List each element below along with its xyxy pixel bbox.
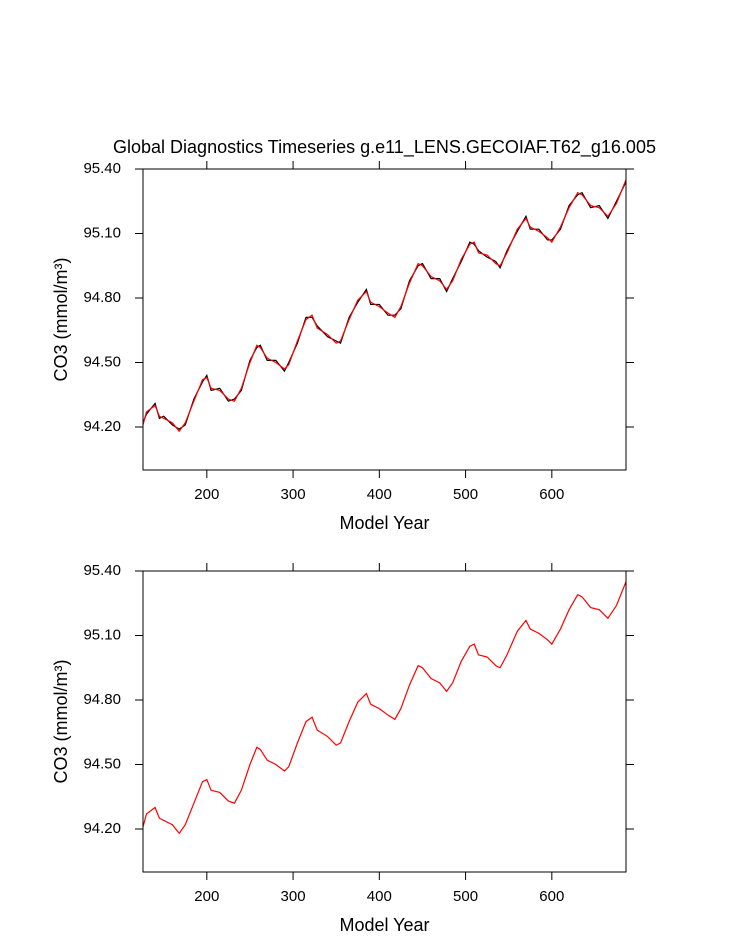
x-tick-label: 500 bbox=[453, 486, 478, 503]
y-tick-label: 95.10 bbox=[83, 626, 121, 643]
y-tick-label: 94.20 bbox=[83, 820, 121, 837]
x-tick-label: 500 bbox=[453, 888, 478, 905]
y-tick-label: 94.20 bbox=[83, 418, 121, 435]
y-tick-label: 95.40 bbox=[83, 562, 121, 579]
y-tick-label: 94.50 bbox=[83, 755, 121, 772]
x-axis-label: Model Year bbox=[339, 513, 429, 533]
y-axis-label: CO3 (mmol/m³) bbox=[51, 660, 71, 784]
y-tick-label: 95.10 bbox=[83, 224, 121, 241]
data-line bbox=[142, 181, 627, 430]
x-tick-label: 300 bbox=[281, 486, 306, 503]
chart-title: Global Diagnostics Timeseries g.e11_LENS… bbox=[113, 137, 656, 158]
x-tick-label: 600 bbox=[539, 888, 564, 905]
y-tick-label: 94.80 bbox=[83, 691, 121, 708]
plot-frame bbox=[142, 168, 627, 471]
data-line bbox=[142, 581, 627, 835]
x-tick-label: 200 bbox=[194, 486, 219, 503]
y-tick-label: 94.80 bbox=[83, 289, 121, 306]
y-tick-label: 95.40 bbox=[83, 160, 121, 177]
y-axis-label: CO3 (mmol/m³) bbox=[51, 258, 71, 382]
data-line bbox=[142, 179, 627, 433]
x-tick-label: 400 bbox=[367, 486, 392, 503]
plot-frame bbox=[142, 570, 627, 873]
x-tick-label: 200 bbox=[194, 888, 219, 905]
x-tick-label: 300 bbox=[281, 888, 306, 905]
y-tick-label: 94.50 bbox=[83, 353, 121, 370]
x-tick-label: 400 bbox=[367, 888, 392, 905]
x-axis-label: Model Year bbox=[339, 915, 429, 935]
x-tick-label: 600 bbox=[539, 486, 564, 503]
